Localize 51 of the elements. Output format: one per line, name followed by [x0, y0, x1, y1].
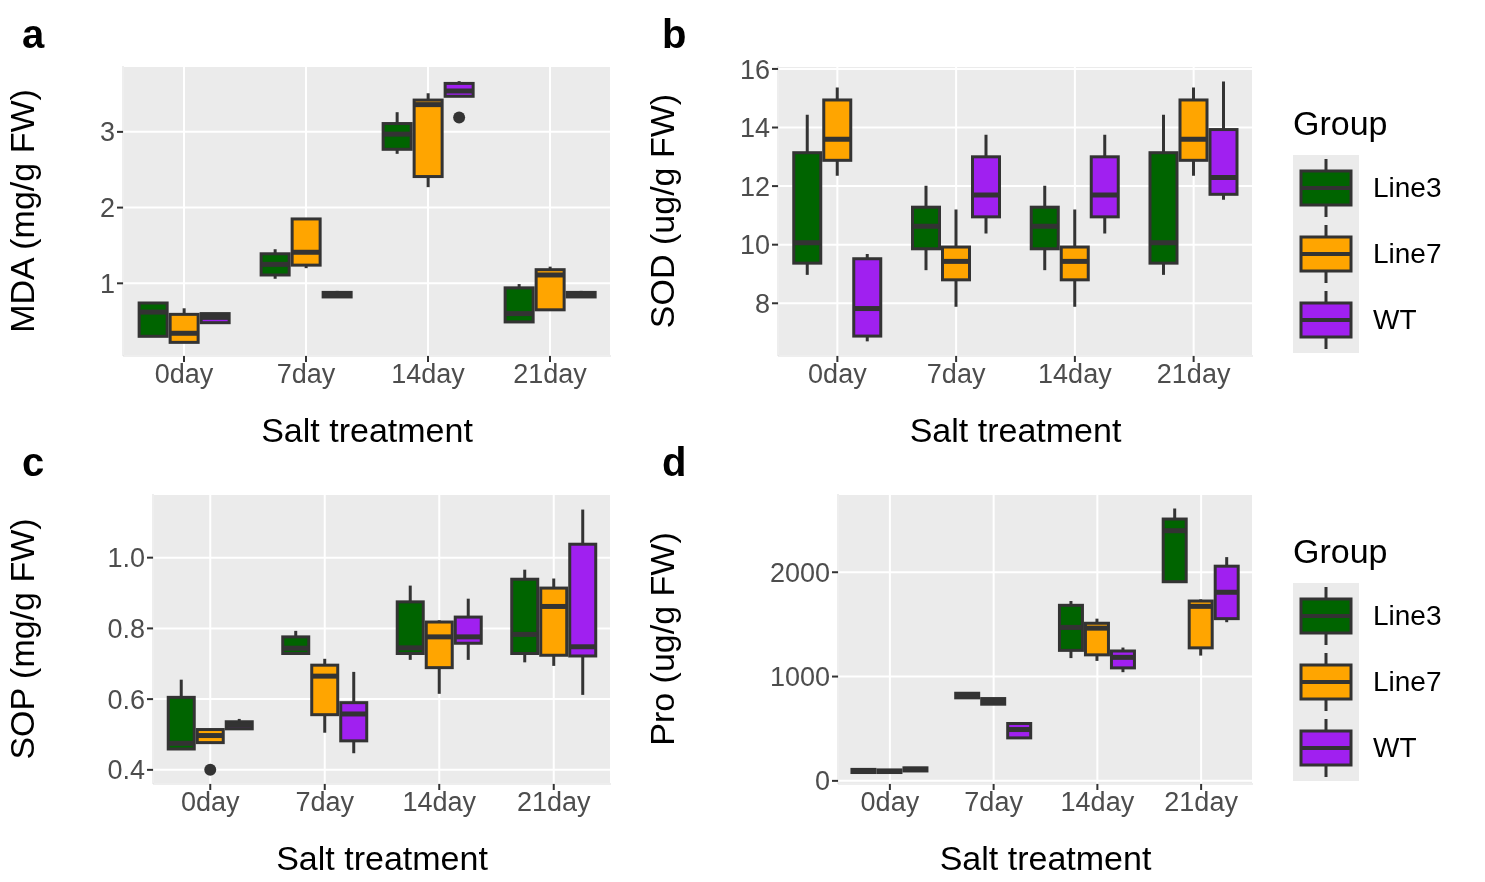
x-tick-label: 7day — [964, 787, 1024, 818]
x-tick-label: 7day — [295, 787, 355, 818]
y-tick-label: 8 — [754, 288, 770, 319]
y-tick-label: 0.6 — [107, 684, 145, 715]
y-tick-label: 1.0 — [107, 543, 145, 574]
x-axis-title: Salt treatment — [939, 839, 1152, 877]
chart-title: b — [662, 12, 687, 57]
y-tick-label: 1 — [99, 268, 115, 299]
legend-title: Group — [1293, 531, 1389, 571]
y-tick-label: 16 — [739, 54, 770, 85]
x-tick-label: 0day — [180, 787, 241, 818]
y-tick-label: 2 — [99, 193, 115, 224]
x-axis-title: Salt treatment — [909, 411, 1122, 449]
legend-title: Group — [1293, 103, 1389, 143]
x-tick-label: 14day — [1038, 359, 1113, 390]
legend-label: Line3 — [1373, 599, 1442, 632]
y-tick-label: 1000 — [769, 662, 830, 693]
x-tick-label: 14day — [391, 359, 466, 390]
y-tick-label: 10 — [739, 230, 770, 261]
legend-label: Line3 — [1373, 171, 1442, 204]
x-tick-label: 21day — [513, 359, 588, 390]
y-tick-label: 14 — [739, 113, 770, 144]
legend-label: Line7 — [1373, 665, 1442, 698]
y-tick-label: 3 — [99, 117, 115, 148]
chart-title: d — [662, 440, 687, 485]
y-tick-label: 2000 — [769, 557, 830, 588]
x-tick-label: 14day — [1060, 787, 1135, 818]
y-tick-label: 12 — [739, 171, 770, 202]
legend-label: WT — [1373, 731, 1417, 764]
y-tick-label: 0.8 — [107, 613, 145, 644]
chart-title: a — [22, 12, 45, 57]
x-tick-label: 7day — [926, 359, 986, 390]
x-tick-label: 21day — [516, 787, 592, 818]
legend-label: Line7 — [1373, 237, 1442, 270]
x-tick-label: 21day — [1156, 359, 1231, 390]
y-tick-label: 0 — [814, 766, 830, 797]
x-tick-label: 0day — [860, 787, 920, 818]
y-axis-title: MDA (mg/g FW) — [3, 89, 42, 333]
x-axis-title: Salt treatment — [261, 411, 474, 449]
x-tick-label: 0day — [154, 359, 214, 390]
x-tick-label: 14day — [402, 787, 477, 818]
y-axis-title: Pro (ug/g FW) — [643, 532, 682, 746]
x-tick-label: 0day — [808, 359, 868, 390]
y-axis-title: SOD (ug/g FW) — [643, 93, 682, 329]
y-axis-title: SOP (mg/g FW) — [3, 518, 42, 760]
x-tick-label: 21day — [1164, 787, 1239, 818]
chart-title: c — [22, 440, 45, 485]
x-tick-label: 7day — [276, 359, 336, 390]
y-tick-label: 0.4 — [107, 755, 145, 786]
legend-label: WT — [1373, 303, 1417, 336]
x-axis-title: Salt treatment — [276, 839, 489, 877]
